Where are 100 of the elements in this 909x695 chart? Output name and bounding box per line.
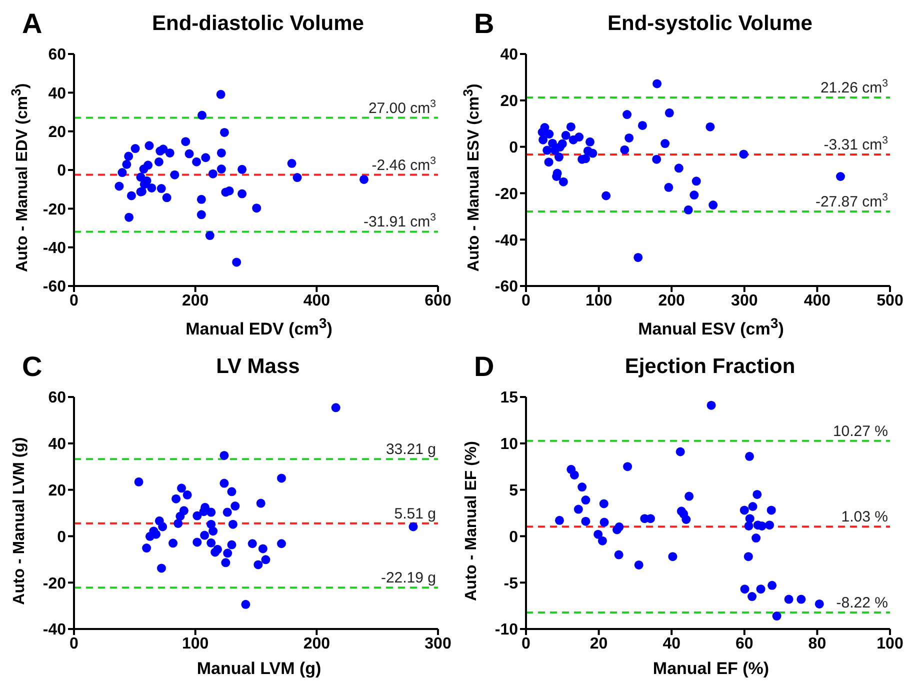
- point: [206, 538, 216, 548]
- ref-line-label: 1.03 %: [841, 508, 888, 526]
- y-tick-label: -20: [42, 575, 66, 592]
- point: [220, 478, 229, 488]
- point: [208, 526, 218, 536]
- y-tick-label: 60: [48, 390, 66, 407]
- point: [692, 176, 701, 186]
- point: [614, 522, 624, 532]
- point: [634, 560, 644, 570]
- point: [768, 580, 777, 590]
- y-tick-label: 40: [48, 85, 66, 102]
- x-tick-label: 200: [303, 635, 330, 652]
- point: [623, 462, 632, 472]
- point: [624, 133, 634, 142]
- y-tick-label: -40: [494, 232, 518, 250]
- y-tick-label: -60: [494, 278, 518, 296]
- x-tick-label: 0: [522, 635, 531, 652]
- point: [620, 145, 630, 154]
- point: [224, 186, 234, 196]
- point: [581, 516, 590, 526]
- point: [165, 148, 174, 158]
- x-tick-label: 100: [876, 635, 904, 652]
- point: [222, 508, 232, 517]
- point: [544, 158, 554, 167]
- point: [664, 108, 674, 118]
- point: [814, 599, 824, 608]
- point: [220, 450, 229, 460]
- point: [784, 594, 794, 604]
- point: [276, 539, 286, 548]
- point: [574, 504, 583, 514]
- point: [287, 158, 296, 168]
- y-tick-label: -40: [42, 240, 66, 258]
- y-tick-label: 40: [500, 46, 518, 64]
- text: A: [22, 8, 42, 40]
- y-tick-label: 20: [500, 93, 518, 110]
- point: [566, 122, 576, 132]
- point: [168, 538, 178, 548]
- point: [154, 157, 164, 166]
- point: [192, 157, 202, 166]
- point: [170, 170, 180, 180]
- point: [216, 164, 226, 174]
- point: [554, 516, 564, 525]
- x-axis-title: Manual LVM (g): [196, 659, 322, 679]
- point: [588, 148, 598, 158]
- point: [744, 521, 754, 530]
- point: [216, 90, 226, 99]
- point: [142, 544, 152, 553]
- point: [558, 139, 567, 148]
- point: [752, 490, 762, 499]
- point: [684, 492, 694, 501]
- ref-line-label: 10.27 %: [832, 422, 888, 440]
- point: [158, 522, 168, 532]
- point: [192, 511, 202, 520]
- x-tick-label: 400: [303, 292, 330, 310]
- point: [585, 137, 594, 146]
- point: [232, 258, 242, 267]
- point: [561, 130, 570, 140]
- point: [196, 194, 206, 204]
- point: [668, 552, 678, 562]
- ref-line-label: -31.91 cm$^{3}$: [363, 212, 436, 231]
- y-tick-label: -20: [494, 186, 518, 203]
- point: [836, 172, 845, 181]
- point: [538, 135, 548, 144]
- x-tick-label: 400: [804, 292, 831, 310]
- point: [598, 536, 607, 546]
- point: [574, 132, 584, 142]
- x-tick-label: 100: [585, 292, 612, 310]
- point: [216, 148, 226, 158]
- point: [752, 534, 761, 543]
- point: [581, 496, 590, 505]
- point: [182, 490, 192, 500]
- ref-line-label: 5.51 g: [394, 505, 436, 522]
- x-tick-label: 300: [424, 635, 452, 652]
- x-tick-label: 100: [182, 635, 209, 652]
- point: [599, 499, 608, 508]
- point: [594, 530, 603, 539]
- chart-title: End-diastolic Volume: [151, 12, 365, 36]
- point: [765, 520, 774, 530]
- point: [744, 452, 754, 461]
- point: [238, 189, 247, 198]
- ref-line-label: -3.31 cm$^{3}$: [824, 134, 888, 154]
- x-tick-label: 600: [424, 292, 452, 310]
- ref-line-label: 21.26 cm$^{3}$: [820, 77, 888, 96]
- point: [206, 508, 216, 517]
- point: [221, 558, 230, 568]
- point: [230, 502, 240, 511]
- point: [201, 153, 210, 162]
- y-tick-label: 5: [509, 482, 518, 500]
- point: [682, 514, 691, 524]
- point: [660, 139, 670, 148]
- point: [144, 160, 153, 170]
- x-axis-title: Manual ESV (cm$^{3}$): [637, 316, 785, 340]
- point: [748, 502, 758, 512]
- y-tick-label: 60: [48, 46, 66, 64]
- point: [745, 514, 754, 524]
- y-tick-label: -20: [42, 201, 66, 218]
- point: [359, 174, 368, 184]
- y-tick-label: -5: [504, 575, 518, 592]
- point: [740, 506, 749, 515]
- x-tick-label: 0: [70, 292, 79, 310]
